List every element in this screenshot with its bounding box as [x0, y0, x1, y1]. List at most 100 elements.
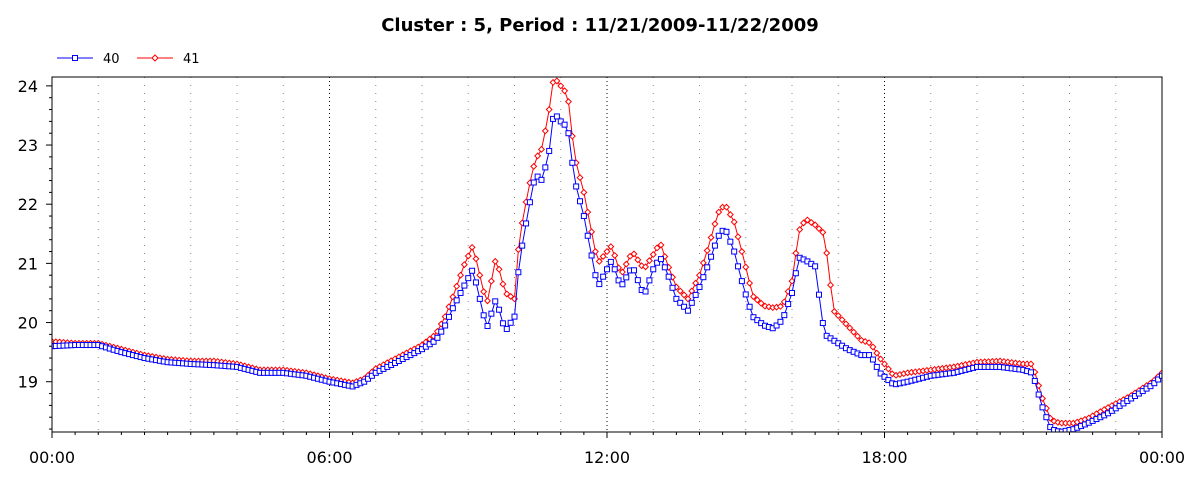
data-point	[1039, 404, 1046, 411]
data-point	[480, 312, 487, 319]
data-point	[688, 299, 695, 306]
data-point	[442, 322, 449, 329]
data-point	[749, 293, 757, 301]
data-point	[654, 259, 661, 266]
data-point	[1035, 391, 1042, 398]
data-point	[881, 373, 888, 380]
data-point	[776, 302, 784, 310]
data-point	[488, 310, 495, 317]
data-point	[499, 280, 507, 288]
data-point	[819, 228, 827, 236]
data-point	[708, 253, 715, 260]
data-point	[846, 324, 854, 332]
data-point	[465, 275, 472, 282]
data-point	[449, 305, 456, 312]
data-point	[611, 266, 618, 273]
data-point	[565, 130, 572, 137]
data-point	[834, 312, 842, 320]
data-point	[591, 248, 599, 256]
data-point	[499, 320, 506, 327]
data-point	[785, 301, 792, 308]
data-point	[577, 198, 584, 205]
data-point	[1151, 380, 1158, 387]
data-point	[722, 203, 730, 211]
data-point	[580, 188, 588, 196]
data-point	[464, 252, 472, 260]
data-point	[476, 295, 483, 302]
data-point	[534, 173, 541, 180]
y-tick-labels: 19 20 21 22 23 24	[18, 77, 38, 392]
data-point	[738, 278, 745, 285]
data-point	[1031, 377, 1038, 384]
data-point	[757, 299, 765, 307]
data-point	[457, 289, 464, 296]
data-point	[742, 263, 750, 271]
data-point	[619, 281, 626, 288]
data-point	[600, 273, 607, 280]
data-point	[553, 113, 560, 120]
x-tick-labels: 00:00 06:00 12:00 18:00 00:00	[29, 448, 1185, 467]
data-point	[692, 291, 699, 298]
series-line-40	[52, 115, 1162, 432]
series-40	[52, 113, 1162, 432]
data-point	[880, 360, 889, 368]
data-point	[1027, 369, 1034, 376]
data-point	[827, 281, 835, 289]
data-point	[546, 147, 553, 154]
data-point	[781, 312, 788, 319]
plot-series	[52, 77, 1162, 432]
data-point	[541, 127, 549, 135]
data-point	[800, 219, 808, 227]
data-point	[673, 295, 680, 302]
data-point	[557, 118, 564, 125]
data-point	[696, 284, 703, 291]
data-point	[669, 284, 676, 291]
data-point	[430, 338, 437, 345]
chart-title: Cluster : 5, Period : 11/21/2009-11/22/2…	[381, 15, 819, 36]
data-point	[723, 228, 730, 235]
data-point	[642, 288, 649, 295]
data-point	[607, 243, 615, 251]
data-point	[869, 343, 877, 351]
data-point	[811, 221, 819, 229]
data-point	[491, 257, 499, 265]
data-point	[742, 291, 749, 298]
data-point	[877, 370, 884, 377]
data-point	[684, 295, 692, 303]
data-point	[677, 299, 684, 306]
data-point	[584, 232, 591, 239]
data-point	[738, 248, 746, 256]
legend-label: 40	[103, 52, 120, 67]
data-point	[746, 303, 753, 310]
data-point	[796, 226, 804, 234]
data-point	[711, 220, 719, 228]
data-point	[704, 264, 711, 271]
data-point	[735, 263, 742, 270]
data-point	[564, 98, 572, 106]
data-point	[792, 270, 799, 277]
data-point	[622, 260, 630, 268]
data-point	[1039, 394, 1047, 402]
data-point	[1035, 382, 1043, 390]
data-point	[850, 328, 858, 336]
data-point	[445, 313, 452, 320]
data-point	[561, 121, 568, 128]
data-point	[715, 232, 722, 239]
legend-marker-square	[72, 55, 78, 61]
data-point	[457, 271, 465, 279]
data-point	[515, 269, 522, 276]
data-point	[469, 267, 476, 274]
data-point	[699, 259, 707, 267]
data-point	[842, 320, 850, 328]
y-tick-label: 22	[18, 195, 38, 214]
data-point	[553, 77, 561, 85]
data-point	[823, 249, 831, 257]
data-point	[812, 263, 819, 270]
data-point	[603, 248, 611, 256]
data-point	[480, 288, 488, 296]
data-point	[576, 174, 584, 182]
data-point	[865, 339, 873, 347]
data-point	[854, 332, 862, 340]
y-tick-label: 20	[18, 314, 38, 333]
